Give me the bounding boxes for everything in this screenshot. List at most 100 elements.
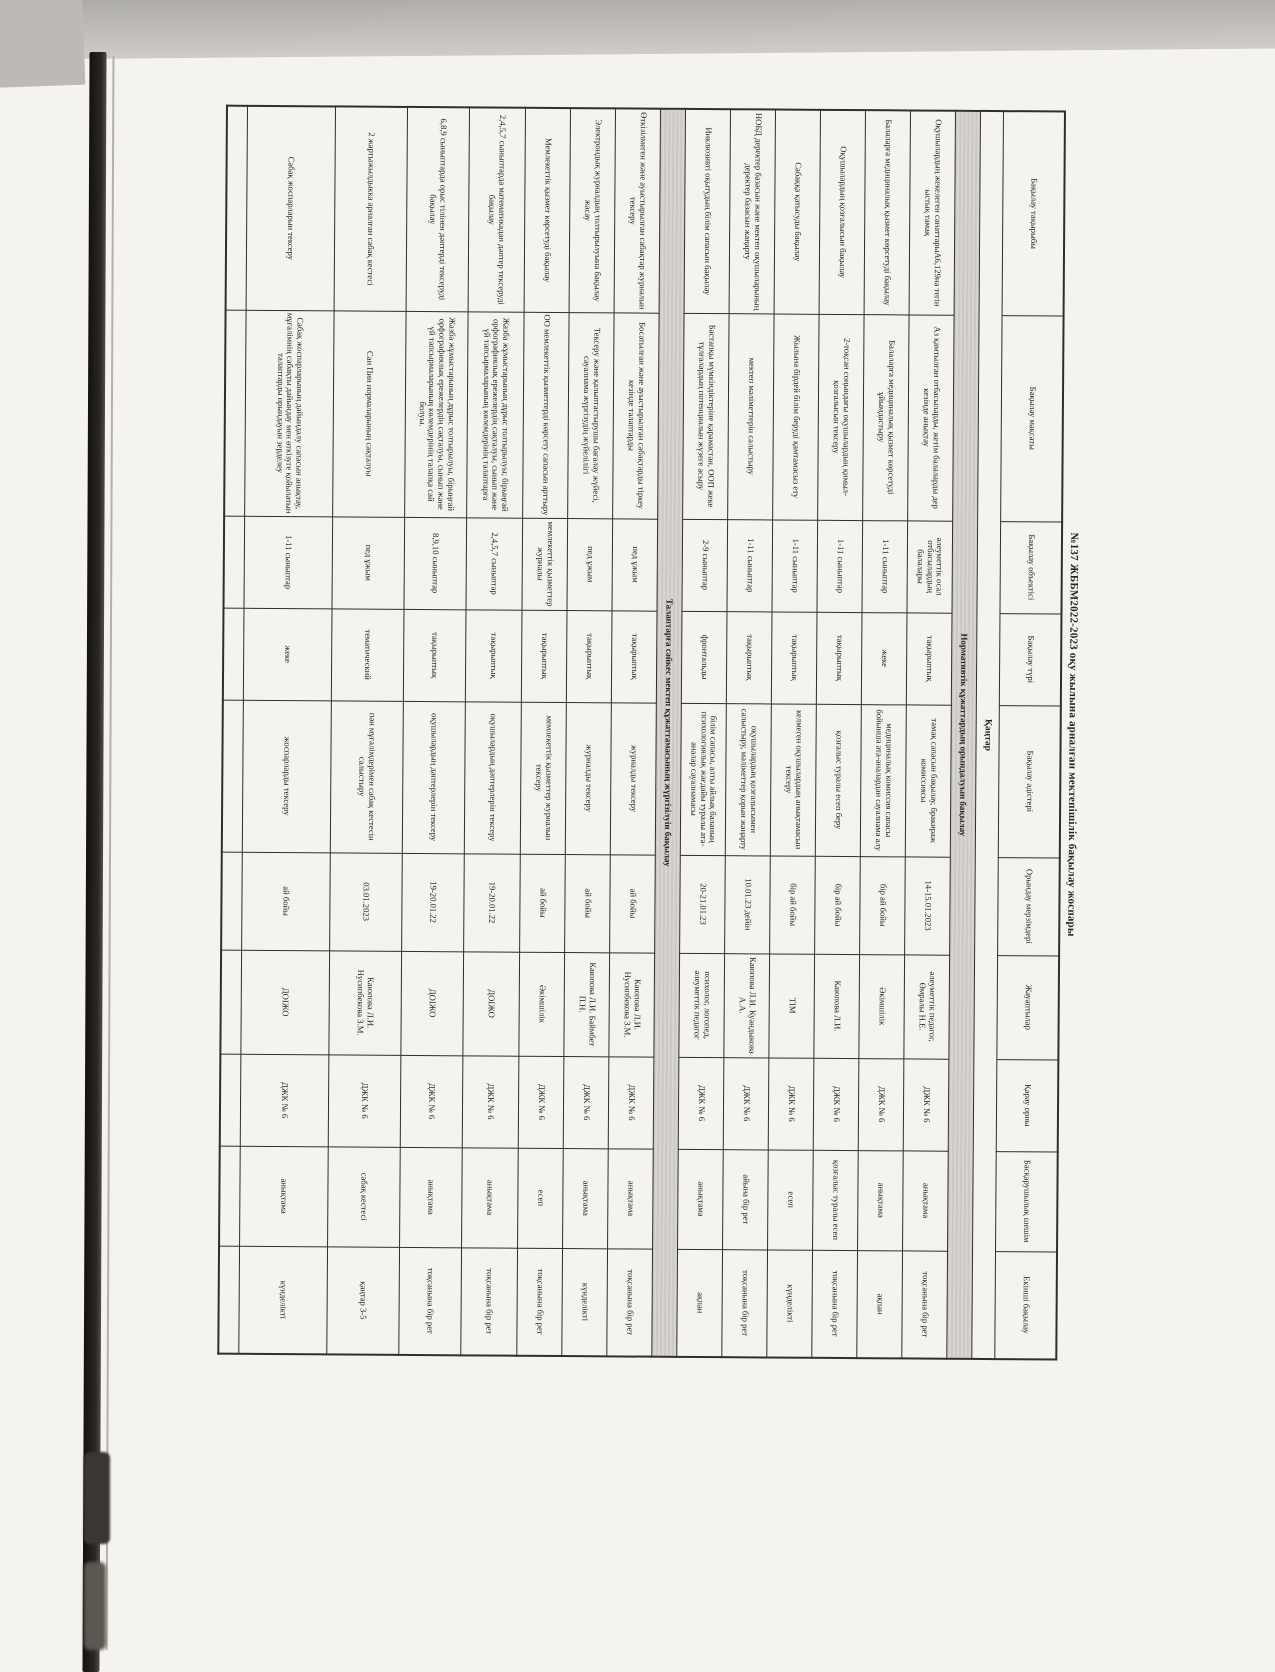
cell-second-control: тоқсанына бір рет bbox=[606, 1248, 653, 1357]
cell-goal: Балаларға медициналық қызмет көрсетуді ұ… bbox=[862, 314, 910, 521]
cell-type: тақырыптық bbox=[906, 612, 952, 705]
cell-second-control: тоқсанына бір рет bbox=[811, 1249, 858, 1359]
cell-review-place: ДЖК № 6 bbox=[678, 1056, 724, 1150]
cell-decision: анықтама bbox=[399, 1146, 463, 1248]
cell-goal: Сан Пин нормаларының сақталуы bbox=[332, 310, 407, 517]
cell-review-place: ДЖК № 6 bbox=[608, 1056, 654, 1149]
cell-type: фронтальды bbox=[681, 610, 727, 704]
cell-topic: Өткізілмеген және ауыстырылған сабақтар … bbox=[614, 108, 661, 313]
cell-type: жеке bbox=[861, 612, 907, 705]
cell-methods: қозғалыс туралы есеп беру bbox=[815, 703, 862, 857]
cell-methods: білім сапасы, алты айлық баланың психоло… bbox=[680, 702, 727, 856]
cell-object: 8,9,10 сыныптар bbox=[403, 516, 467, 610]
col-header-decision: Басқарушылық шешім bbox=[995, 1151, 1058, 1252]
table-row: Сабақ жоспарларын тексеру Сабақ жоспарла… bbox=[238, 105, 336, 1355]
cell-goal: Жазба жұмыстарының дұрыс толтырылуы; бір… bbox=[466, 311, 525, 518]
cell-responsible: әлеуметтік педагог, Өмралы Н.Е. bbox=[903, 954, 950, 1059]
cell-second-control: тоқсанына бір рет bbox=[460, 1247, 518, 1356]
cell-responsible: Каюпова Л.И. Баймбет П.Н. bbox=[563, 952, 610, 1057]
cell-deadline: ай бойы bbox=[519, 853, 566, 953]
cell-review-place: ДЖК № 6 bbox=[858, 1058, 904, 1151]
cell-second-control: тоқсанына бір рет bbox=[398, 1246, 462, 1356]
cell-methods: журналды тексеру bbox=[565, 702, 612, 855]
table-row: Оқушылардың қозғалысын бақылау 2-тоқсан … bbox=[811, 109, 866, 1359]
cell-type: тақырыптық bbox=[403, 608, 466, 702]
cell-object: 1-11 сыныптар bbox=[816, 519, 863, 613]
cell-decision: сабақ кестесі bbox=[327, 1146, 401, 1247]
table-row: Оқушылардың жекелеген санаттарыА6,129на … bbox=[901, 110, 956, 1359]
cell-deadline: бір ай бойы bbox=[859, 856, 906, 955]
table-row: Мемлекеттік қызмет көрсетуді бақылау ОО … bbox=[516, 107, 571, 1357]
cell-decision: анықтама bbox=[677, 1148, 724, 1250]
cell-review-place: ДЖК № 6 bbox=[328, 1054, 401, 1147]
cell-goal: Бастапқы мүмкіндіктеріне қарамастан, ООП… bbox=[682, 312, 730, 520]
cell-decision: есеп bbox=[517, 1147, 564, 1249]
cell-deadline: ай бойы bbox=[609, 854, 656, 953]
col-header-goal: Бақылау мақсаты bbox=[1000, 315, 1064, 522]
table-body-2: Өткізілмеген және ауыстырылған сабақтар … bbox=[238, 105, 661, 1357]
cell-decision: анықтама bbox=[239, 1145, 329, 1247]
cell-object: 1-11 сыныптар bbox=[771, 519, 818, 612]
table-row: Инклюзивті оқытудың білім сапасын бақыла… bbox=[676, 108, 731, 1358]
cell-topic: Сабаққа қатысуды бақылау bbox=[774, 109, 821, 314]
cell-topic: Мемлекеттік қызмет көрсетуді бақылау bbox=[524, 107, 571, 313]
cell-methods: медициналық комиссия сапасы бойынша ата-… bbox=[860, 704, 907, 857]
table-row: Балаларға медициналық қызмет көрсетуді б… bbox=[856, 110, 911, 1359]
cell-deadline: бір ай бойы bbox=[814, 855, 861, 955]
cell-review-place: ДЖК № 6 bbox=[768, 1057, 814, 1150]
cell-responsible: Каюпова Л.И. bbox=[813, 953, 860, 1059]
table-header: Бақылау тақырыбы Бақылау мақсаты Бақылау… bbox=[946, 110, 1065, 1360]
cell-object: 2-9 сыныптар bbox=[681, 518, 728, 612]
cell-decision: есеп bbox=[767, 1149, 814, 1250]
cell-methods: мемлекеттік қызметтер журналын тексеру bbox=[520, 701, 567, 855]
cell-second-control: тоқсанына бір рет bbox=[721, 1249, 768, 1358]
cell-review-place: ДЖК № 6 bbox=[563, 1056, 609, 1149]
cell-topic: Сабақ жоспарларын тексеру bbox=[246, 105, 336, 311]
scan-edge-bar bbox=[82, 51, 107, 1672]
scan-fold-line bbox=[105, 56, 115, 1650]
col-header-responsible: Жауаптылар bbox=[996, 955, 1060, 1060]
cell-goal: Жылына бірдей білім беруді қамтамасыз ет… bbox=[772, 313, 820, 520]
cell-object: 1-11 сыныптар bbox=[726, 519, 773, 612]
cell-methods: келмеген оқушылардың анықтамасын тексеру bbox=[770, 703, 817, 856]
cell-object: әлеуметтік осал отбасылардың балалары bbox=[906, 520, 953, 613]
cell-review-place: ДЖК № 6 bbox=[903, 1058, 949, 1151]
cell-responsible: ДОІЖО bbox=[462, 951, 520, 1056]
cell-responsible: психолог, логопед, әлеуметтік педагог bbox=[678, 952, 725, 1058]
cell-topic: Оқушылардың жекелеген санаттарыА6,129на … bbox=[909, 110, 956, 315]
cell-decision: айына бір рет bbox=[722, 1149, 769, 1250]
cell-type: тақырыптық bbox=[726, 611, 772, 704]
cell-goal: мектеп мәліметтерін салыстыру bbox=[727, 313, 775, 520]
cell-decision: қозғалыс туралы есеп bbox=[812, 1149, 859, 1251]
cell-responsible: Әкімшілік bbox=[858, 954, 905, 1059]
cell-responsible: ДОІЖО bbox=[240, 949, 330, 1055]
col-header-type: Бақылау түрі bbox=[999, 613, 1062, 706]
table-row: 6,8,9 сыныптарда орыс тілінен дәптерді т… bbox=[398, 106, 470, 1356]
scan-smudge-1 bbox=[84, 1452, 110, 1544]
cell-topic: Балаларға медициналық қызмет көрсетуді б… bbox=[864, 110, 911, 315]
cell-review-place: ДЖК № 6 bbox=[813, 1057, 859, 1151]
cell-topic: 2 жартыжылдыкка арналған сабақ кестесі bbox=[334, 106, 408, 311]
cell-object: 1-11 сыныптар bbox=[244, 515, 333, 609]
cell-responsible: ДОІЖО bbox=[400, 950, 464, 1056]
cell-decision: анықтама bbox=[562, 1148, 609, 1249]
cell-review-place: ДЖК № 6 bbox=[723, 1057, 769, 1150]
col-header-second-control: Екінші бақылау bbox=[994, 1251, 1058, 1360]
cell-type: тақырыптық bbox=[611, 610, 657, 703]
col-header-topic: Бақылау тақырыбы bbox=[1002, 111, 1065, 316]
cell-topic: Инклюзивті оқытудың білім сапасын бақыла… bbox=[684, 108, 731, 314]
cell-responsible: Каюпова Л.И. Куандыкова А.А. bbox=[723, 953, 770, 1058]
cell-second-control: ақпан bbox=[676, 1248, 723, 1358]
cell-type: тақырыптық bbox=[521, 609, 567, 703]
cell-type: тақырыптық bbox=[465, 609, 522, 702]
col-header-review-place: Қарау орны bbox=[996, 1059, 1059, 1152]
cell-second-control: тоқсанына бір рет bbox=[516, 1247, 563, 1357]
cell-topic: 6,8,9 сыныптарда орыс тілінен дәптерді т… bbox=[406, 106, 470, 312]
col-header-object: Бақылау объектісі bbox=[999, 521, 1063, 614]
cell-topic: Оқушылардың қозғалысын бақылау bbox=[819, 109, 866, 315]
cell-deadline: бір ай бойы bbox=[769, 855, 816, 954]
cell-second-control: күнделікті bbox=[238, 1245, 328, 1355]
cell-topic: 2,4,5,7 сыныптарда математикадан дәптер … bbox=[468, 107, 526, 312]
cell-type: жеке bbox=[243, 607, 332, 701]
cell-methods: жоспарларды тексеру bbox=[242, 699, 332, 853]
